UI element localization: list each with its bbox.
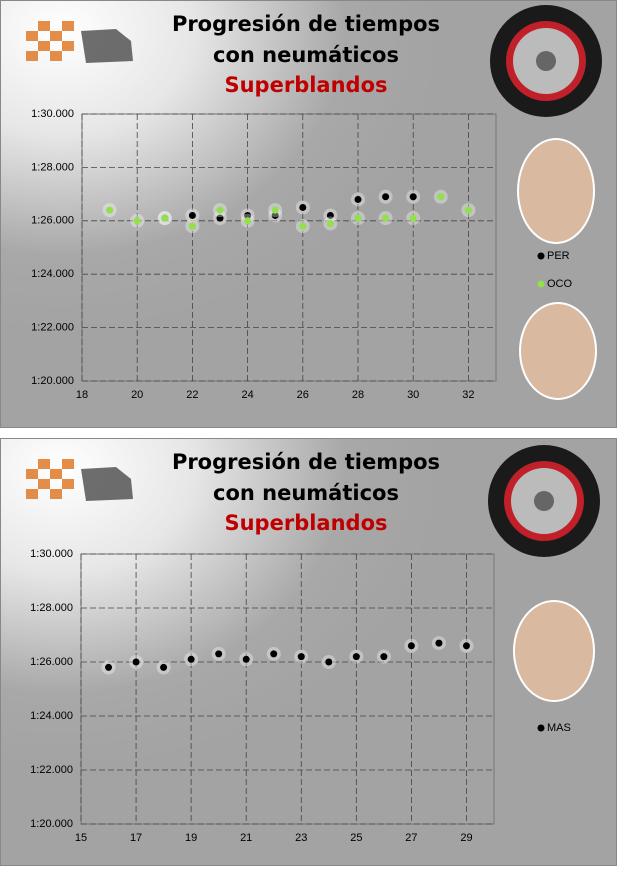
logo (26, 21, 133, 63)
y-tick-label: 1:24.000 (30, 710, 73, 722)
y-tick-label: 1:26.000 (31, 215, 74, 227)
chart: 1:20.000 1:22.000 1:24.000 1:26.000 1:28.000… (26, 445, 600, 844)
data-point (299, 203, 307, 211)
legend-marker (537, 280, 545, 288)
data-point (297, 653, 305, 661)
x-tick-label: 18 (76, 389, 88, 401)
data-point (352, 653, 360, 661)
chart-title: Progresión de tiempos con neumáticos (171, 450, 441, 505)
data-point (270, 650, 278, 658)
x-tick-label: 24 (241, 389, 253, 401)
driver-photo (517, 138, 595, 244)
x-tick-label: 26 (297, 389, 309, 401)
data-point (187, 655, 195, 663)
data-point (382, 193, 390, 201)
x-tick-label: 15 (75, 832, 87, 844)
data-point (216, 206, 224, 214)
chart-panel: 1:20.000 1:22.000 1:24.000 1:26.000 1:28.000… (0, 438, 617, 866)
x-tick-label: 27 (405, 832, 417, 844)
chart-subtitle: Superblandos (224, 73, 388, 97)
x-tick-label: 28 (352, 389, 364, 401)
legend-label: PER (547, 250, 570, 262)
data-point (380, 653, 388, 661)
data-point (132, 658, 140, 666)
x-tick-label: 29 (460, 832, 472, 844)
data-point (299, 222, 307, 230)
x-tick-label: 19 (185, 832, 197, 844)
chart: 1:20.000 1:22.000 1:24.000 1:26.000 1:28.000… (26, 5, 602, 401)
x-tick-label: 25 (350, 832, 362, 844)
legend-label: OCO (547, 278, 573, 290)
data-point (326, 211, 334, 219)
data-point (271, 206, 279, 214)
data-point (160, 663, 168, 671)
data-point (354, 214, 362, 222)
tire-icon (488, 445, 600, 557)
data-point (354, 195, 362, 203)
plot-area (81, 113, 497, 382)
y-tick-label: 1:22.000 (30, 764, 73, 776)
data-point (161, 214, 169, 222)
data-point (242, 655, 250, 663)
y-tick-label: 1:24.000 (31, 268, 74, 280)
data-point (437, 193, 445, 201)
data-point (216, 214, 224, 222)
y-tick-label: 1:28.000 (30, 602, 73, 614)
y-tick-label: 1:22.000 (31, 322, 74, 334)
chart-panel: 1:20.000 1:22.000 1:24.000 1:26.000 1:28.000… (0, 0, 617, 428)
data-point (244, 211, 252, 219)
y-tick-label: 1:26.000 (30, 656, 73, 668)
data-point (188, 211, 196, 219)
data-point (464, 206, 472, 214)
data-point (133, 217, 141, 225)
legend-label: MAS (547, 722, 571, 734)
y-tick-label: 1:20.000 (30, 818, 73, 830)
legend-marker (537, 724, 545, 732)
data-point (106, 206, 114, 214)
plot-area (80, 553, 495, 825)
data-point (326, 219, 334, 227)
data-point (407, 642, 415, 650)
data-point (215, 650, 223, 658)
driver-photo (513, 600, 595, 702)
y-tick-label: 1:30.000 (30, 548, 73, 560)
data-point (325, 658, 333, 666)
data-point (271, 211, 279, 219)
x-tick-label: 17 (130, 832, 142, 844)
chart-subtitle: Superblandos (224, 511, 388, 535)
logo (26, 459, 133, 501)
x-tick-label: 21 (240, 832, 252, 844)
data-point (409, 214, 417, 222)
tire-icon (490, 5, 602, 117)
x-tick-label: 22 (186, 389, 198, 401)
x-tick-label: 20 (131, 389, 143, 401)
data-point (462, 642, 470, 650)
data-point (188, 222, 196, 230)
y-tick-label: 1:30.000 (31, 108, 74, 120)
data-point (435, 639, 443, 647)
x-tick-label: 23 (295, 832, 307, 844)
driver-photo (519, 302, 597, 400)
y-tick-label: 1:28.000 (31, 161, 74, 173)
data-point (382, 214, 390, 222)
chart-title: Progresión de tiempos con neumáticos (171, 12, 441, 67)
data-point (105, 663, 113, 671)
x-tick-label: 32 (462, 389, 474, 401)
y-tick-label: 1:20.000 (31, 375, 74, 387)
data-point (244, 217, 252, 225)
legend-marker (537, 252, 545, 260)
x-tick-label: 30 (407, 389, 419, 401)
data-point (409, 193, 417, 201)
